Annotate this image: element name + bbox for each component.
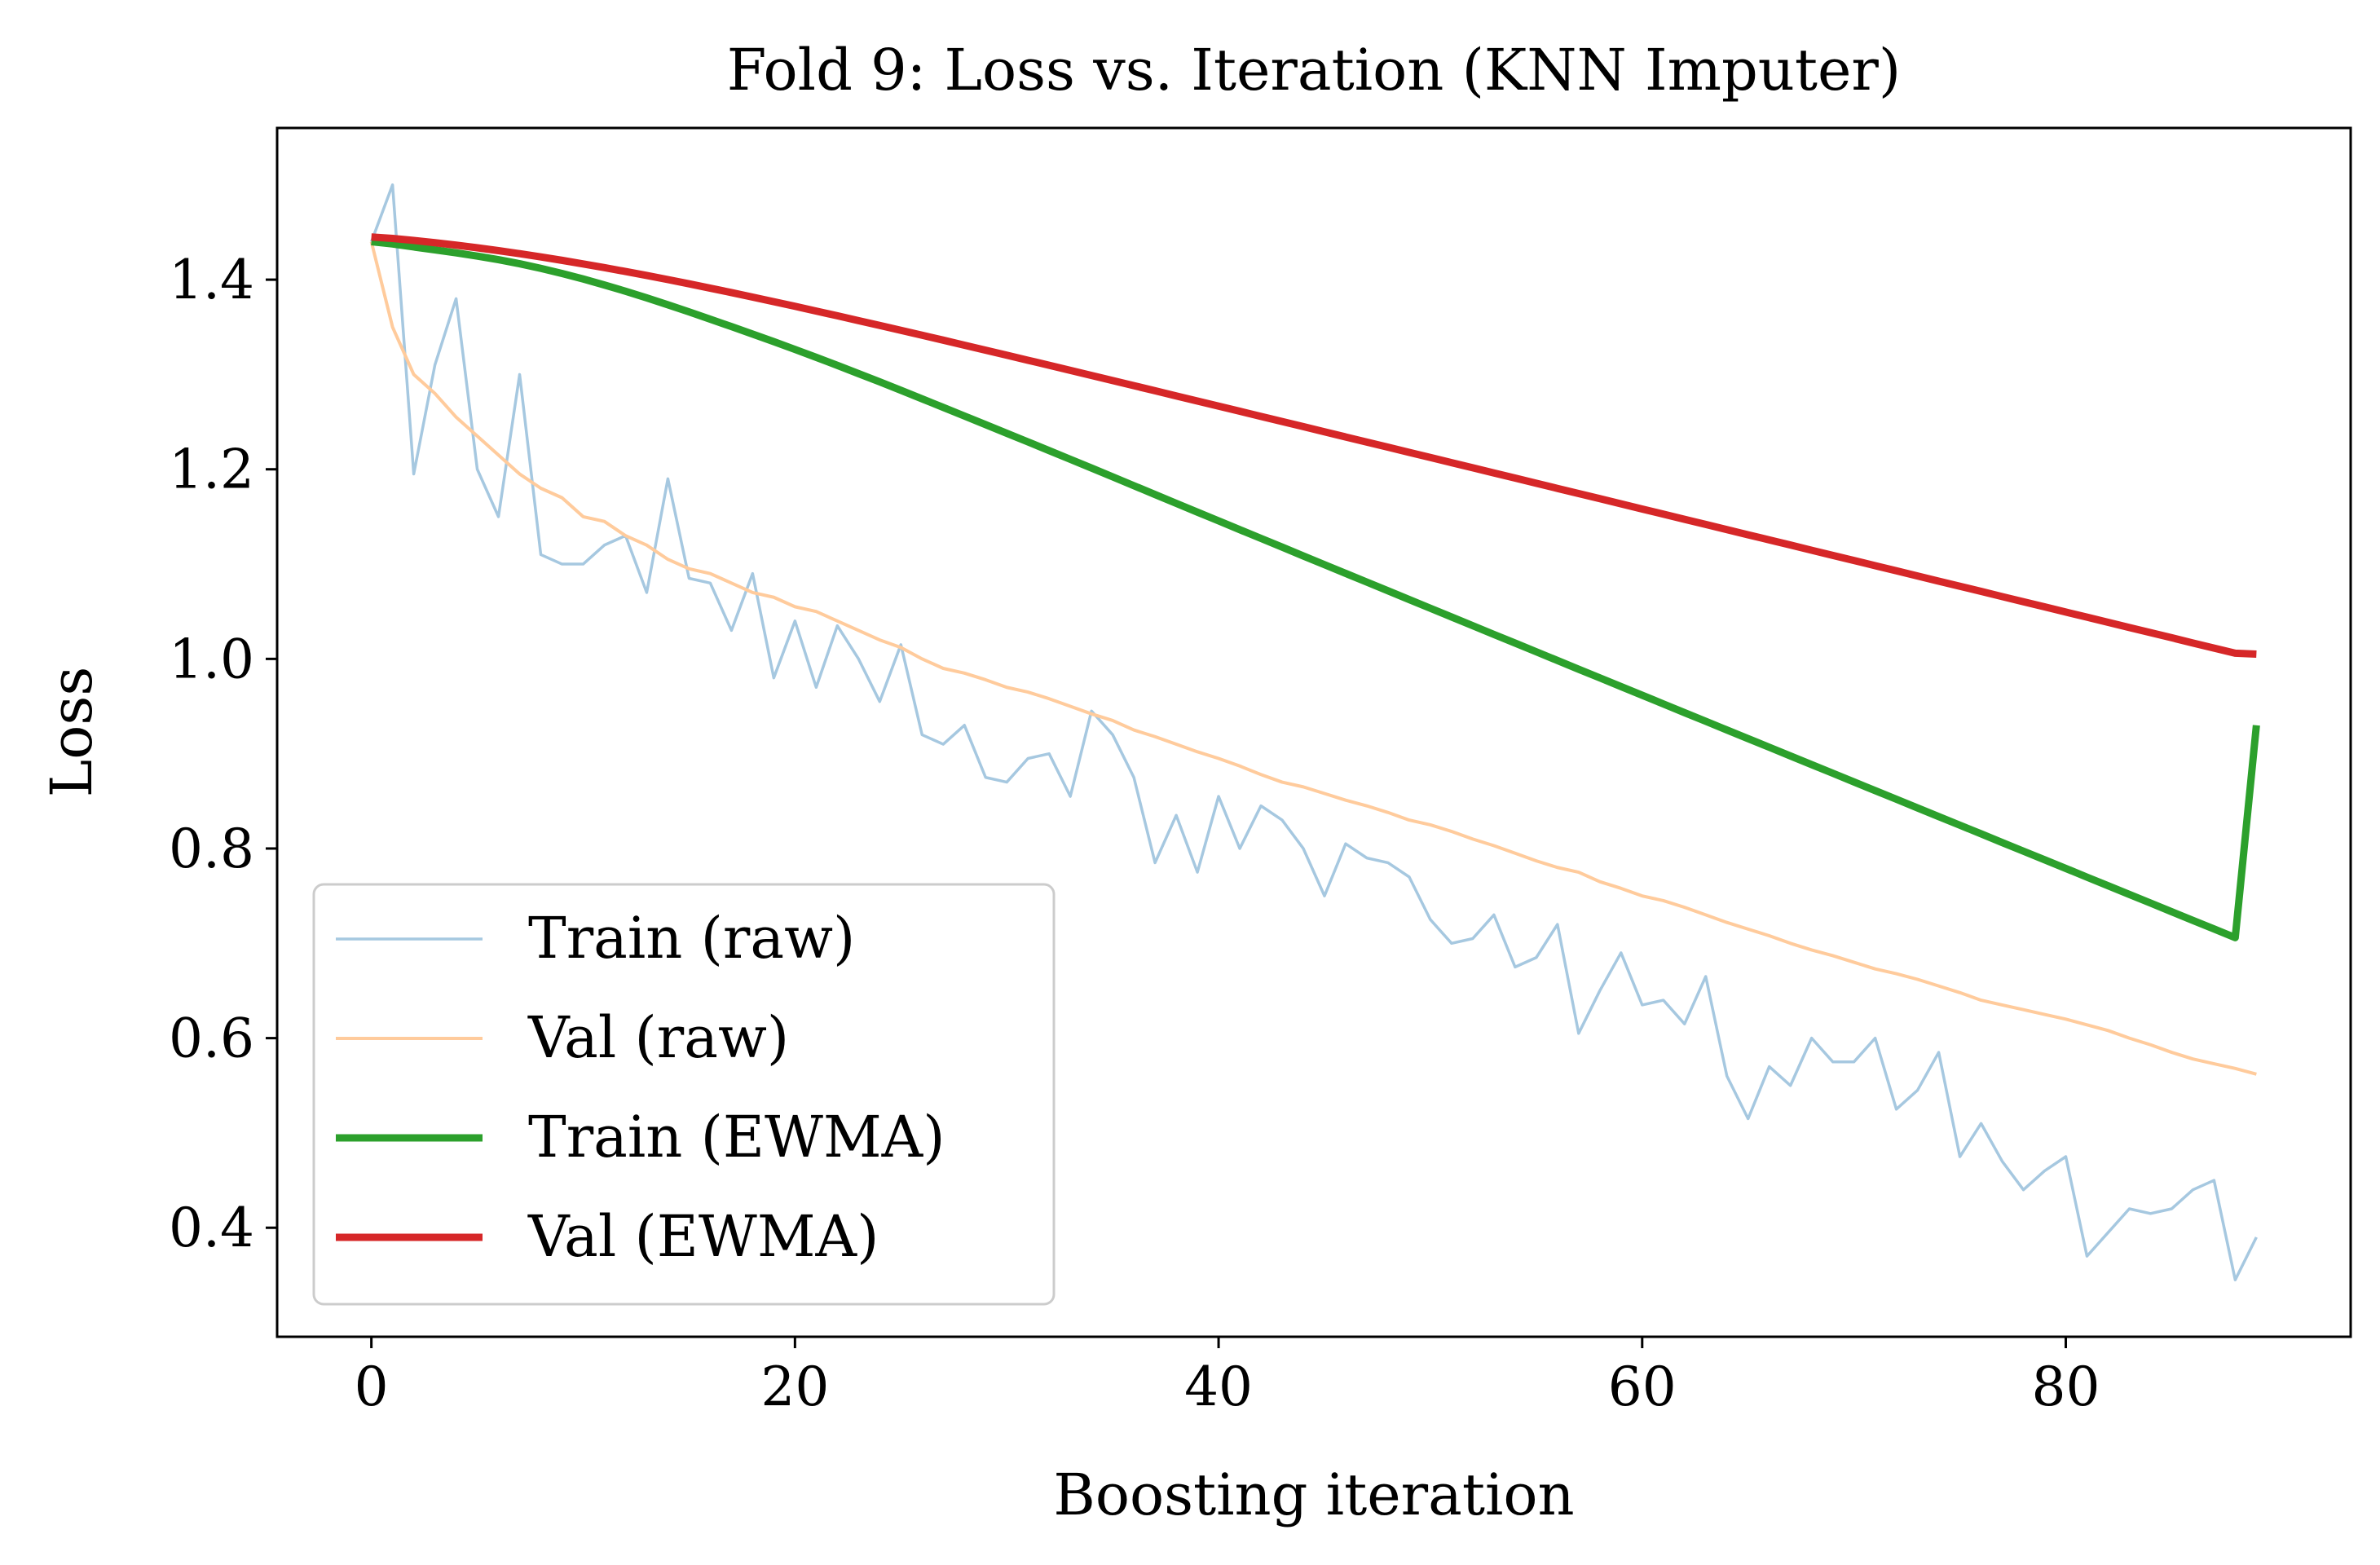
x-tick-label: 80 [2032, 1356, 2100, 1418]
legend-label-train-raw: Train (raw) [528, 905, 855, 972]
legend-box [312, 883, 1056, 1306]
legend-label-train-ewma: Train (EWMA) [528, 1104, 945, 1170]
legend-label-val-ewma: Val (EWMA) [527, 1203, 879, 1270]
y-tick-label: 0.4 [169, 1197, 254, 1259]
plot-frame [275, 126, 2352, 1338]
x-tick-label: 40 [1184, 1356, 1253, 1418]
x-tick-label: 60 [1608, 1356, 1677, 1418]
chart-title: Fold 9: Loss vs. Iteration (KNN Imputer) [727, 37, 1901, 104]
y-axis-ticks: 0.4 0.6 0.8 1.0 1.2 1.4 [169, 249, 277, 1259]
legend-label-val-raw: Val (raw) [527, 1004, 789, 1071]
x-tick-label: 20 [760, 1356, 829, 1418]
series-line-train-raw [369, 183, 2258, 1281]
x-tick-label: 0 [355, 1356, 389, 1418]
x-axis-ticks: 0 20 40 60 80 [355, 1337, 2100, 1418]
y-axis-label: Loss [38, 667, 105, 797]
y-tick-label: 0.6 [169, 1007, 254, 1070]
y-tick-label: 1.2 [169, 439, 254, 501]
x-axis-label: Boosting iteration [1053, 1461, 1574, 1528]
series-layer [369, 183, 2260, 1281]
y-tick-label: 1.4 [169, 249, 254, 311]
y-tick-label: 1.0 [169, 628, 254, 690]
y-tick-label: 0.8 [169, 818, 254, 880]
series-line-val-ewma [371, 233, 2257, 659]
legend: Train (raw) Val (raw) Train (EWMA) Val (… [312, 883, 1056, 1306]
series-line-train-ewma [371, 238, 2260, 941]
series-line-val-raw [369, 241, 2257, 1076]
